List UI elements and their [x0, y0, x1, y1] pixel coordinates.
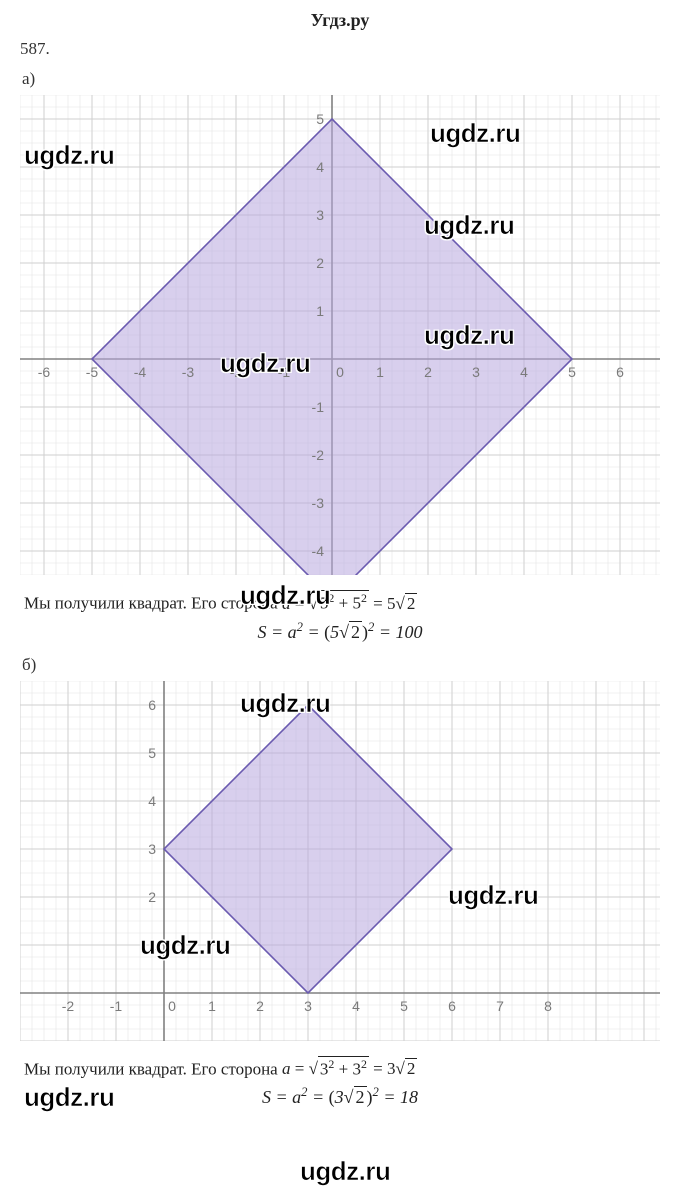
svg-text:8: 8 — [544, 998, 552, 1014]
part-b-label: б) — [22, 655, 660, 675]
svg-text:6: 6 — [448, 998, 456, 1014]
svg-text:3: 3 — [472, 364, 480, 380]
chart-b-svg: -2 -1 0 1 2 3 4 5 6 7 8 1 2 3 4 5 6 — [20, 681, 660, 1041]
svg-text:4: 4 — [520, 364, 528, 380]
svg-text:5: 5 — [400, 998, 408, 1014]
svg-text:3: 3 — [304, 998, 312, 1014]
svg-text:3: 3 — [148, 841, 156, 857]
svg-text:6: 6 — [616, 364, 624, 380]
svg-text:1: 1 — [148, 937, 156, 953]
svg-text:-3: -3 — [312, 495, 325, 511]
svg-text:4: 4 — [316, 159, 324, 175]
formula-a: S = a2 = (5√2)2 = 100 — [20, 620, 660, 643]
svg-text:4: 4 — [352, 998, 360, 1014]
svg-text:-2: -2 — [62, 998, 75, 1014]
formula-b: S = a2 = (3√2)2 = 18 — [20, 1085, 660, 1108]
caption-a-text: Мы получили квадрат. Его сторона — [24, 594, 282, 613]
caption-a-math: a = √52 + 52 = 5√2 — [282, 594, 417, 613]
caption-a: Мы получили квадрат. Его сторона a = √52… — [24, 590, 660, 614]
svg-text:7: 7 — [496, 998, 504, 1014]
svg-text:1: 1 — [208, 998, 216, 1014]
chart-b: -2 -1 0 1 2 3 4 5 6 7 8 1 2 3 4 5 6 — [20, 681, 660, 1046]
svg-text:1: 1 — [316, 303, 324, 319]
svg-text:-1: -1 — [312, 399, 325, 415]
svg-text:-4: -4 — [312, 543, 325, 559]
svg-text:5: 5 — [316, 111, 324, 127]
svg-text:-3: -3 — [182, 364, 195, 380]
chart-a: -6 -5 -4 -3 -2 -1 0 1 2 3 4 5 6 -4 -3 -2 -1 1 2 3 4 5 — [20, 95, 660, 580]
svg-text:-6: -6 — [38, 364, 51, 380]
svg-text:2: 2 — [316, 255, 324, 271]
svg-text:-2: -2 — [312, 447, 325, 463]
svg-text:4: 4 — [148, 793, 156, 809]
svg-text:0: 0 — [336, 364, 344, 380]
svg-text:1: 1 — [376, 364, 384, 380]
part-a-label: а) — [22, 69, 660, 89]
caption-b-text: Мы получили квадрат. Его сторона — [24, 1059, 282, 1078]
svg-text:2: 2 — [256, 998, 264, 1014]
svg-text:-1: -1 — [110, 998, 123, 1014]
caption-b-math: a = √32 + 32 = 3√2 — [282, 1059, 417, 1078]
svg-text:6: 6 — [148, 697, 156, 713]
watermark: ugdz.ru — [300, 1156, 390, 1187]
svg-text:5: 5 — [568, 364, 576, 380]
svg-text:-5: -5 — [86, 364, 99, 380]
problem-number: 587. — [20, 39, 660, 59]
svg-text:2: 2 — [424, 364, 432, 380]
svg-text:2: 2 — [148, 889, 156, 905]
svg-text:3: 3 — [316, 207, 324, 223]
svg-text:-1: -1 — [278, 364, 291, 380]
chart-a-svg: -6 -5 -4 -3 -2 -1 0 1 2 3 4 5 6 -4 -3 -2 -1 1 2 3 4 5 — [20, 95, 660, 575]
svg-text:-2: -2 — [230, 364, 243, 380]
site-header: Угдз.ру — [20, 10, 660, 31]
svg-text:5: 5 — [148, 745, 156, 761]
svg-text:0: 0 — [168, 998, 176, 1014]
caption-b: Мы получили квадрат. Его сторона a = √32… — [24, 1056, 660, 1080]
svg-text:-4: -4 — [134, 364, 147, 380]
